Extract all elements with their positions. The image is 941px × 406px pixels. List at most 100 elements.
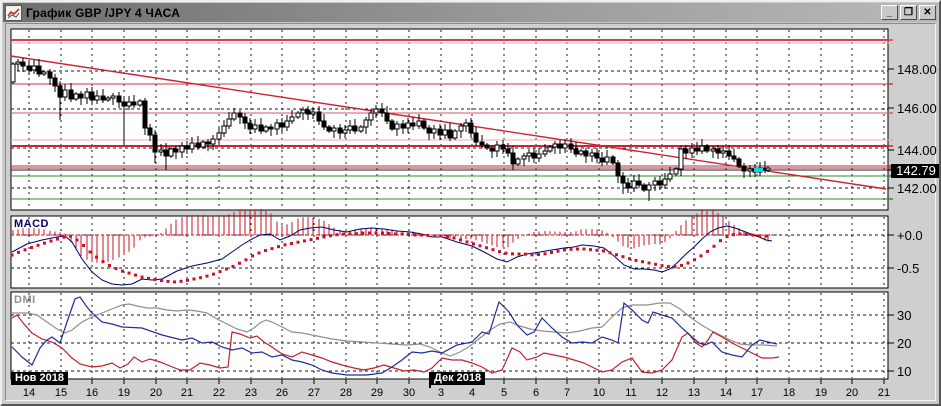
title-bar[interactable]: График GBP /JPY 4 ЧАСА _ ❐ ✕ — [3, 3, 938, 22]
macd-signal-dot — [511, 252, 514, 256]
candle-body-bullish — [105, 97, 111, 101]
x-axis-label: 22 — [212, 387, 226, 399]
candle-body-bearish — [694, 147, 700, 152]
candle-body-bullish — [747, 168, 753, 172]
candle-body-bearish — [594, 152, 600, 159]
candle-body-bearish — [615, 162, 621, 177]
macd-signal-dot — [166, 279, 170, 283]
candle-body-bullish — [542, 150, 548, 155]
macd-signal-dot — [75, 238, 79, 242]
candle-body-bearish — [599, 157, 605, 163]
candle-body-bullish — [158, 149, 164, 153]
macd-signal-dot — [82, 244, 85, 247]
macd-signal-dot — [472, 242, 475, 246]
x-axis-label: 15 — [54, 387, 68, 399]
candle-body-bearish — [68, 89, 74, 100]
candle-body-bearish — [321, 120, 327, 128]
candle-body-bearish — [421, 120, 427, 129]
macd-signal-dot — [595, 248, 599, 252]
macd-signal-dot — [465, 240, 469, 244]
candle-body-bearish — [726, 150, 732, 157]
x-axis-label: 3 — [437, 387, 445, 399]
macd-signal-dot — [413, 233, 417, 237]
candle-body-bearish — [52, 77, 58, 87]
macd-signal-dot — [686, 261, 690, 265]
candle-body-bullish — [137, 100, 143, 106]
candle-body-bullish — [84, 91, 90, 99]
candle-body-bullish — [126, 101, 132, 107]
macd-signal-dot — [186, 278, 189, 282]
macd-signal-dot — [257, 251, 261, 255]
macd-signal-dot — [36, 243, 40, 247]
dmi-axis-label: 20 — [897, 336, 912, 351]
candle-body-bullish — [494, 144, 500, 152]
macd-signal-dot — [660, 264, 664, 268]
maximize-button[interactable]: ❐ — [900, 5, 917, 20]
descending-trendline — [10, 55, 887, 190]
macd-signal-dot — [602, 249, 605, 253]
macd-signal-dot — [147, 276, 150, 280]
macd-signal-dot — [342, 232, 345, 236]
candle-body-bearish — [57, 85, 63, 98]
candle-body-bearish — [121, 101, 127, 107]
price-axis-label: 148.00 — [897, 62, 937, 77]
month-badge: Нов 2018 — [11, 372, 68, 385]
macd-signal-dot — [446, 235, 449, 239]
candle-body-bearish — [625, 182, 631, 189]
close-button[interactable]: ✕ — [919, 5, 936, 20]
candle-body-bullish — [342, 129, 348, 134]
x-axis-label: 4 — [468, 387, 476, 399]
candle-body-bearish — [510, 152, 516, 165]
macd-signal-dot — [23, 248, 27, 252]
minimize-button[interactable]: _ — [881, 5, 898, 20]
candle-body-bullish — [562, 143, 568, 149]
macd-signal-dot — [459, 238, 462, 242]
candle-body-bearish — [636, 180, 642, 186]
candle-body-bearish — [473, 132, 479, 143]
candle-body-bearish — [683, 148, 689, 154]
macd-signal-dot — [556, 249, 560, 253]
macd-signal-dot — [290, 242, 293, 245]
macd-signal-dot — [634, 258, 638, 262]
macd-signal-dot — [173, 280, 176, 284]
macd-signal-dot — [43, 241, 46, 245]
macd-signal-dot — [121, 269, 124, 273]
candle-body-bearish — [100, 95, 106, 101]
candle-body-bullish — [431, 128, 437, 134]
macd-signal-dot — [264, 249, 267, 253]
candle-body-bullish — [547, 146, 553, 152]
macd-signal-dot — [192, 277, 196, 281]
macd-signal-dot — [309, 238, 313, 242]
candle-body-bullish — [168, 148, 174, 157]
candle-body-bearish — [316, 111, 322, 122]
candle-body-bullish — [699, 145, 705, 152]
macd-signal-dot — [335, 233, 339, 237]
macd-signal-dot — [225, 267, 228, 271]
macd-signal-dot — [238, 261, 241, 265]
macd-signal-dot — [725, 235, 729, 239]
x-axis-label: 17 — [750, 387, 764, 399]
candle-body-bullish — [578, 150, 584, 155]
price-axis-label: 142.00 — [897, 181, 937, 196]
candle-body-bullish — [526, 152, 532, 157]
x-axis-label: 14 — [22, 387, 36, 399]
candle-body-bearish — [641, 184, 647, 191]
x-axis-label: 6 — [532, 387, 540, 399]
candle-body-bearish — [152, 134, 158, 153]
macd-signal-dot — [433, 234, 436, 238]
x-axis-label: 28 — [339, 387, 353, 399]
candle-body-bullish — [673, 168, 679, 175]
candle-body-bearish — [479, 141, 485, 146]
chart-app-icon — [5, 4, 22, 21]
x-axis-label: 11 — [625, 387, 637, 399]
macd-signal-dot — [277, 245, 280, 249]
candle-body-bearish — [437, 128, 443, 136]
macd-signal-dot — [615, 253, 618, 257]
candle-body-bullish — [274, 122, 280, 130]
candle-body-bullish — [358, 126, 364, 132]
macd-signal-dot — [30, 246, 33, 249]
macd-signal-dot — [680, 263, 683, 267]
candle-body-bearish — [379, 108, 385, 114]
dmi-panel — [10, 291, 889, 380]
